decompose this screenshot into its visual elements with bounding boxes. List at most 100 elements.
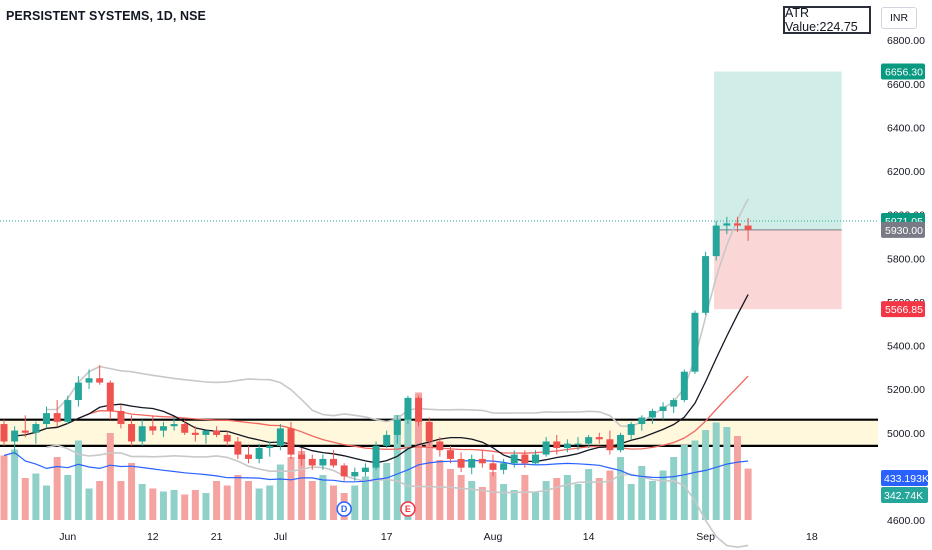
candle-body [351,472,359,477]
volume-bar [128,463,136,520]
candle-body [255,448,263,459]
volume-bar [627,484,635,520]
price-tick-label: 5400.00 [887,341,925,353]
volume-bar [500,484,508,520]
volume-bar [521,475,529,520]
volume-bar [138,484,146,520]
volume-bar [255,488,263,520]
candle-body [521,454,529,464]
volume-tag-label: 433.193K [884,473,929,485]
time-tick-label: 14 [583,531,595,543]
volume-bar [21,478,29,520]
candle-body [74,382,82,401]
volume-bar [489,472,497,520]
volume-bar [446,469,454,520]
candle-body [64,400,72,422]
volume-bar [298,451,306,520]
candle-body [11,430,19,442]
candle-body [361,467,369,473]
target-zone [714,71,842,230]
price-tick-label: 5800.00 [887,253,925,265]
candle-body [330,458,338,466]
moving-average-long [25,375,749,454]
volume-tag-bg [881,470,928,486]
event-marker-circle [336,501,352,517]
volume-bar [744,468,752,520]
price-tag-label: 6656.30 [885,67,923,79]
candle-body [53,413,61,422]
volume-bar [85,488,93,520]
volume-bar [223,485,231,520]
candle-body [553,441,561,449]
candle-body [595,437,603,440]
volume-bar [393,415,401,520]
price-tick-label: 6200.00 [887,166,925,178]
currency-selector[interactable]: INR [881,7,917,29]
candle-body [436,441,444,451]
volume-bar [170,490,178,520]
candle-body [117,410,125,425]
event-marker: E [400,501,416,517]
price-tick-label: 5200.00 [887,384,925,396]
candle-body [563,443,571,449]
volume-bar [32,473,40,520]
volume-bar [361,476,369,520]
candle-body [106,382,114,411]
chart-background-layer [0,71,878,310]
candle-body [223,434,231,442]
volume-bar [117,481,125,520]
price-tag-bg [881,221,925,238]
candle-body [393,419,401,435]
volume-bar [53,457,61,520]
candle-body [648,410,656,418]
price-axis: 6800.006600.006400.006200.006000.005800.… [881,35,929,527]
volume-bar [106,433,114,520]
volume-bar [415,392,423,520]
price-tick-label: 6400.00 [887,122,925,134]
volume-bar [457,475,465,520]
volume-bar [43,485,51,520]
volume-bar [691,440,699,520]
candle-body [733,223,741,226]
price-tick-label: 6600.00 [887,79,925,91]
price-tag-label: 5566.85 [885,304,923,316]
volume-bar [202,493,210,520]
volume-bar [585,469,593,520]
volume-bar [595,478,603,520]
event-marker-circle [400,501,416,517]
volume-bar [319,475,327,520]
volume-bar [659,470,667,520]
volume-bar [617,457,625,520]
volume-bar [542,481,550,520]
volume-moving-average [3,451,749,483]
volume-tag-bg [881,487,928,503]
candle-body [627,424,635,435]
candle-body [500,463,508,470]
volume-bar [266,485,274,520]
candle-body [213,430,221,435]
event-marker: D [336,501,352,517]
volume-bar [733,436,741,520]
time-tick-label: 18 [806,531,818,543]
volume-bars [0,392,752,520]
candle-body [606,439,614,451]
time-tick-label: Jun [59,531,76,543]
candle-body [712,225,720,257]
volume-bar [244,481,252,520]
volume-bar [383,463,391,520]
candle-body [234,441,242,455]
candle-body [298,454,306,459]
candle-body [138,426,146,442]
volume-bar [574,484,582,520]
volume-tag-label: 342.74K [884,490,923,502]
volume-bar [0,455,8,520]
candle-body [670,400,678,407]
candle-body [425,421,433,442]
time-tick-label: Jul [274,531,287,543]
price-tick-label: 4600.00 [887,515,925,527]
volume-bar [308,481,316,520]
candle-body [617,434,625,451]
volume-bar [563,475,571,520]
volume-bar [532,491,539,520]
